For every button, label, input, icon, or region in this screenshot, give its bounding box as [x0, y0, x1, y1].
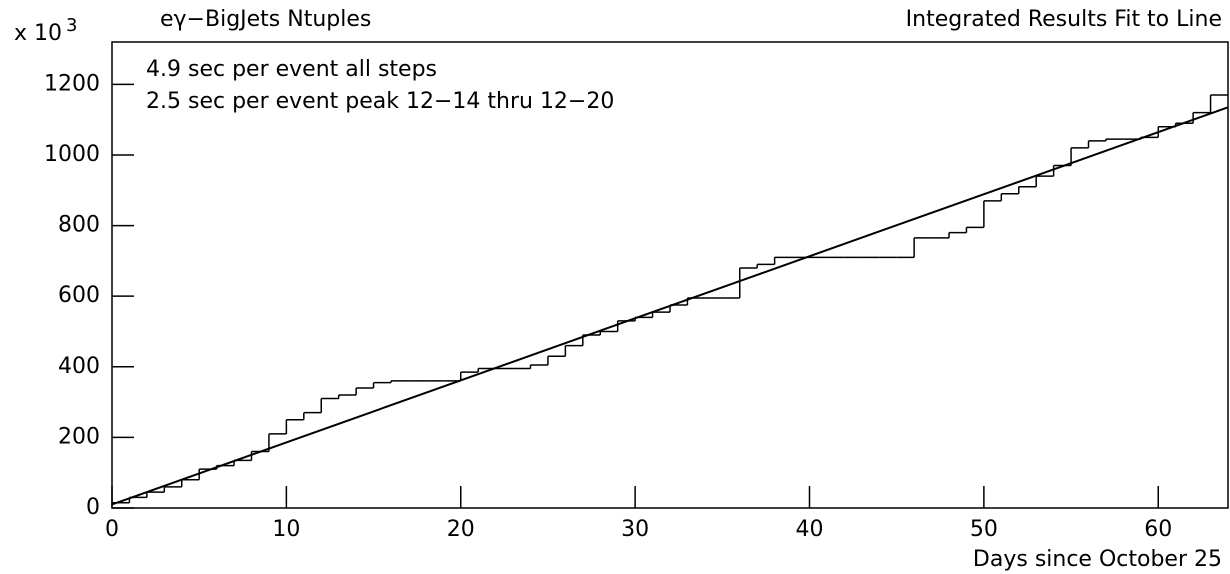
- y-multiplier-exponent: 3: [66, 15, 77, 36]
- x-axis-label: Days since October 25: [973, 547, 1222, 572]
- plot-frame: [111, 41, 1229, 509]
- fit-line: [111, 106, 1229, 506]
- annotation: 2.5 sec per event peak 12−14 thru 12−20: [146, 89, 614, 114]
- y-tick-label: 800: [58, 213, 100, 238]
- y-multiplier: x 10 3: [14, 15, 77, 46]
- annotation: 4.9 sec per event all steps: [146, 57, 437, 82]
- y-tick-label: 200: [58, 424, 100, 449]
- x-tick-label: 60: [1144, 517, 1172, 542]
- y-tick-label: 1000: [44, 142, 100, 167]
- x-tick-label: 30: [621, 517, 649, 542]
- y-tick-label: 1200: [44, 71, 100, 96]
- y-tick-label: 400: [58, 354, 100, 379]
- chart-subtitle: Integrated Results Fit to Line: [906, 7, 1222, 32]
- x-tick-label: 0: [105, 517, 119, 542]
- y-tick-label: 0: [86, 495, 100, 520]
- x-tick-label: 10: [272, 517, 300, 542]
- x-tick-label: 20: [447, 517, 475, 542]
- y-tick-label: 600: [58, 283, 100, 308]
- x-tick-label: 50: [970, 517, 998, 542]
- chart-title: eγ−BigJets Ntuples: [160, 7, 371, 32]
- x-tick-label: 40: [796, 517, 824, 542]
- y-multiplier-base: x 10: [14, 21, 62, 46]
